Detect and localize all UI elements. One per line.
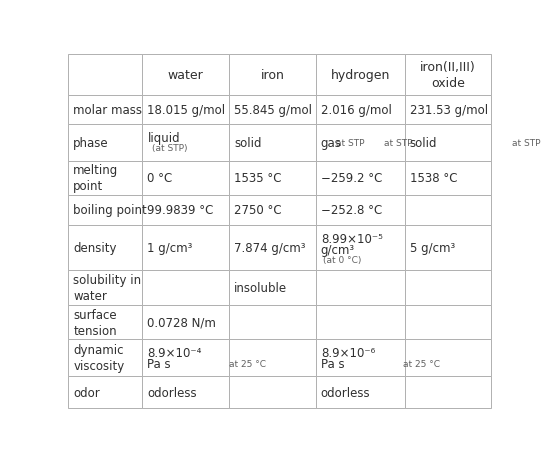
Bar [405, 55, 491, 96]
Bar [68, 96, 143, 124]
Text: at STP: at STP [336, 139, 365, 147]
Bar [405, 339, 491, 376]
Bar [405, 376, 491, 409]
Bar [229, 124, 316, 162]
Text: 1535 °C: 1535 °C [234, 172, 282, 185]
Bar [316, 306, 405, 339]
Text: molar mass: molar mass [73, 104, 143, 117]
Bar [316, 162, 405, 196]
Bar [229, 225, 316, 270]
Bar [143, 96, 229, 124]
Bar [405, 225, 491, 270]
Bar [316, 225, 405, 270]
Bar [405, 196, 491, 225]
Text: insoluble: insoluble [234, 281, 287, 294]
Text: at STP: at STP [512, 139, 541, 147]
Bar [316, 196, 405, 225]
Text: at STP: at STP [384, 139, 412, 147]
Text: surface
tension: surface tension [73, 308, 117, 337]
Text: (at 0 °C): (at 0 °C) [323, 255, 361, 264]
Bar [68, 124, 143, 162]
Bar [316, 124, 405, 162]
Bar [316, 96, 405, 124]
Text: 231.53 g/mol: 231.53 g/mol [410, 104, 488, 117]
Bar [229, 55, 316, 96]
Bar [143, 339, 229, 376]
Text: −252.8 °C: −252.8 °C [321, 204, 382, 217]
Text: odor: odor [73, 386, 100, 399]
Text: solid: solid [410, 136, 437, 150]
Text: at 25 °C: at 25 °C [229, 359, 266, 368]
Bar [316, 339, 405, 376]
Text: odorless: odorless [321, 386, 371, 399]
Bar [229, 162, 316, 196]
Bar [68, 225, 143, 270]
Bar [405, 270, 491, 306]
Text: Pa s: Pa s [321, 357, 345, 370]
Text: 55.845 g/mol: 55.845 g/mol [234, 104, 312, 117]
Text: 0 °C: 0 °C [147, 172, 173, 185]
Bar [68, 270, 143, 306]
Bar [229, 376, 316, 409]
Bar [143, 225, 229, 270]
Bar [229, 306, 316, 339]
Text: 8.9×10⁻⁶: 8.9×10⁻⁶ [321, 346, 375, 359]
Bar [405, 306, 491, 339]
Bar [143, 196, 229, 225]
Text: iron: iron [260, 69, 284, 82]
Text: boiling point: boiling point [73, 204, 147, 217]
Text: phase: phase [73, 136, 109, 150]
Bar [143, 162, 229, 196]
Text: gas: gas [321, 136, 342, 150]
Text: dynamic
viscosity: dynamic viscosity [73, 343, 124, 372]
Text: melting
point: melting point [73, 164, 118, 193]
Text: density: density [73, 241, 117, 254]
Text: 2750 °C: 2750 °C [234, 204, 282, 217]
Bar [143, 306, 229, 339]
Bar [229, 270, 316, 306]
Text: 0.0728 N/m: 0.0728 N/m [147, 316, 216, 329]
Text: 8.99×10⁻⁵: 8.99×10⁻⁵ [321, 233, 383, 246]
Text: g/cm³: g/cm³ [321, 243, 355, 256]
Bar [143, 376, 229, 409]
Bar [68, 196, 143, 225]
Bar [405, 124, 491, 162]
Bar [143, 124, 229, 162]
Text: Pa s: Pa s [147, 357, 171, 370]
Text: solid: solid [234, 136, 262, 150]
Text: 2.016 g/mol: 2.016 g/mol [321, 104, 391, 117]
Text: hydrogen: hydrogen [330, 69, 390, 82]
Bar [68, 55, 143, 96]
Bar [68, 339, 143, 376]
Text: water: water [168, 69, 204, 82]
Text: 18.015 g/mol: 18.015 g/mol [147, 104, 225, 117]
Text: 5 g/cm³: 5 g/cm³ [410, 241, 455, 254]
Bar [68, 162, 143, 196]
Bar [229, 339, 316, 376]
Text: 7.874 g/cm³: 7.874 g/cm³ [234, 241, 306, 254]
Text: at 25 °C: at 25 °C [403, 359, 440, 368]
Bar [229, 196, 316, 225]
Text: (at STP): (at STP) [152, 144, 187, 153]
Bar [316, 55, 405, 96]
Text: −259.2 °C: −259.2 °C [321, 172, 382, 185]
Bar [143, 55, 229, 96]
Text: 99.9839 °C: 99.9839 °C [147, 204, 213, 217]
Bar [405, 162, 491, 196]
Bar [229, 96, 316, 124]
Text: iron(II,III)
oxide: iron(II,III) oxide [420, 61, 476, 90]
Text: 1 g/cm³: 1 g/cm³ [147, 241, 193, 254]
Bar [68, 376, 143, 409]
Bar [405, 96, 491, 124]
Text: 1538 °C: 1538 °C [410, 172, 457, 185]
Bar [316, 376, 405, 409]
Text: odorless: odorless [147, 386, 197, 399]
Bar [316, 270, 405, 306]
Text: 8.9×10⁻⁴: 8.9×10⁻⁴ [147, 346, 202, 359]
Bar [68, 306, 143, 339]
Text: solubility in
water: solubility in water [73, 273, 141, 302]
Bar [143, 270, 229, 306]
Text: liquid: liquid [147, 132, 180, 145]
